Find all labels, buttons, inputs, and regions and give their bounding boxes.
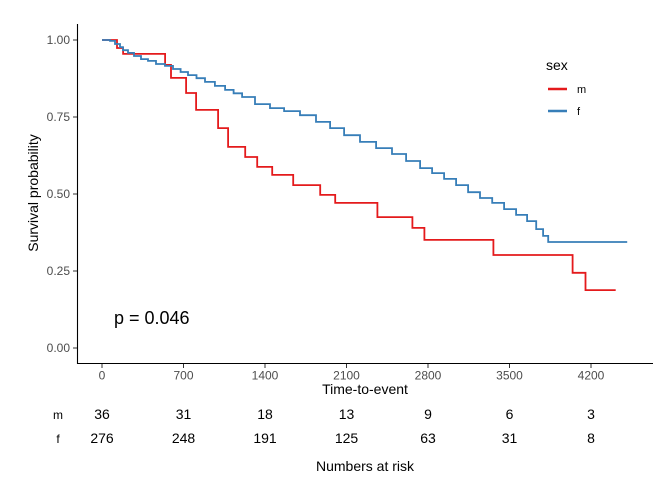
p-value-annotation: p = 0.046 — [114, 308, 190, 328]
survival-curves — [102, 39, 628, 291]
x-tick-label: 3500 — [496, 369, 523, 383]
risk-value-m: 36 — [94, 406, 110, 422]
risk-row-label-m: m — [53, 408, 63, 422]
x-axis-title: Time-to-event — [322, 381, 408, 397]
risk-value-m: 6 — [506, 406, 514, 422]
y-tick-label: 0.25 — [47, 264, 71, 278]
risk-value-f: 8 — [587, 430, 595, 446]
x-tick-label: 4200 — [578, 369, 605, 383]
survival-curve-m — [102, 39, 616, 291]
y-tick-label: 1.00 — [47, 33, 71, 47]
x-tick-label: 2800 — [415, 369, 442, 383]
axis-tick-marks — [73, 39, 592, 368]
survival-curve-f — [102, 39, 628, 243]
risk-table: m f Numbers at risk — [53, 408, 415, 474]
y-tick-label: 0.00 — [47, 341, 71, 355]
risk-value-f: 248 — [172, 430, 196, 446]
risk-value-f: 276 — [90, 430, 114, 446]
legend-label-m: m — [577, 84, 586, 96]
risk-row-label-f: f — [56, 432, 60, 446]
risk-value-m: 13 — [339, 406, 355, 422]
risk-value-f: 31 — [502, 430, 518, 446]
risk-value-m: 3 — [587, 406, 595, 422]
y-axis-title: Survival probability — [25, 134, 41, 252]
axis-tick-labels: 0 700 1400 2100 2800 3500 4200 1.00 0.75 0.50 0.25… — [47, 33, 605, 383]
legend-label-f: f — [577, 106, 581, 118]
risk-value-f: 125 — [335, 430, 359, 446]
risk-table-caption: Numbers at risk — [316, 458, 415, 474]
risk-value-f: 191 — [253, 430, 277, 446]
risk-value-m: 9 — [424, 406, 432, 422]
x-tick-label: 1400 — [252, 369, 279, 383]
x-tick-label: 0 — [99, 369, 106, 383]
legend-title: sex — [546, 57, 568, 73]
risk-value-m: 31 — [176, 406, 192, 422]
x-tick-label: 700 — [173, 369, 193, 383]
x-tick-label: 2100 — [333, 369, 360, 383]
axis-lines — [76, 24, 653, 365]
legend: sex m f — [546, 57, 586, 118]
y-tick-label: 0.75 — [47, 110, 71, 124]
y-tick-label: 0.50 — [47, 187, 71, 201]
risk-value-f: 63 — [420, 430, 436, 446]
risk-value-m: 18 — [257, 406, 273, 422]
